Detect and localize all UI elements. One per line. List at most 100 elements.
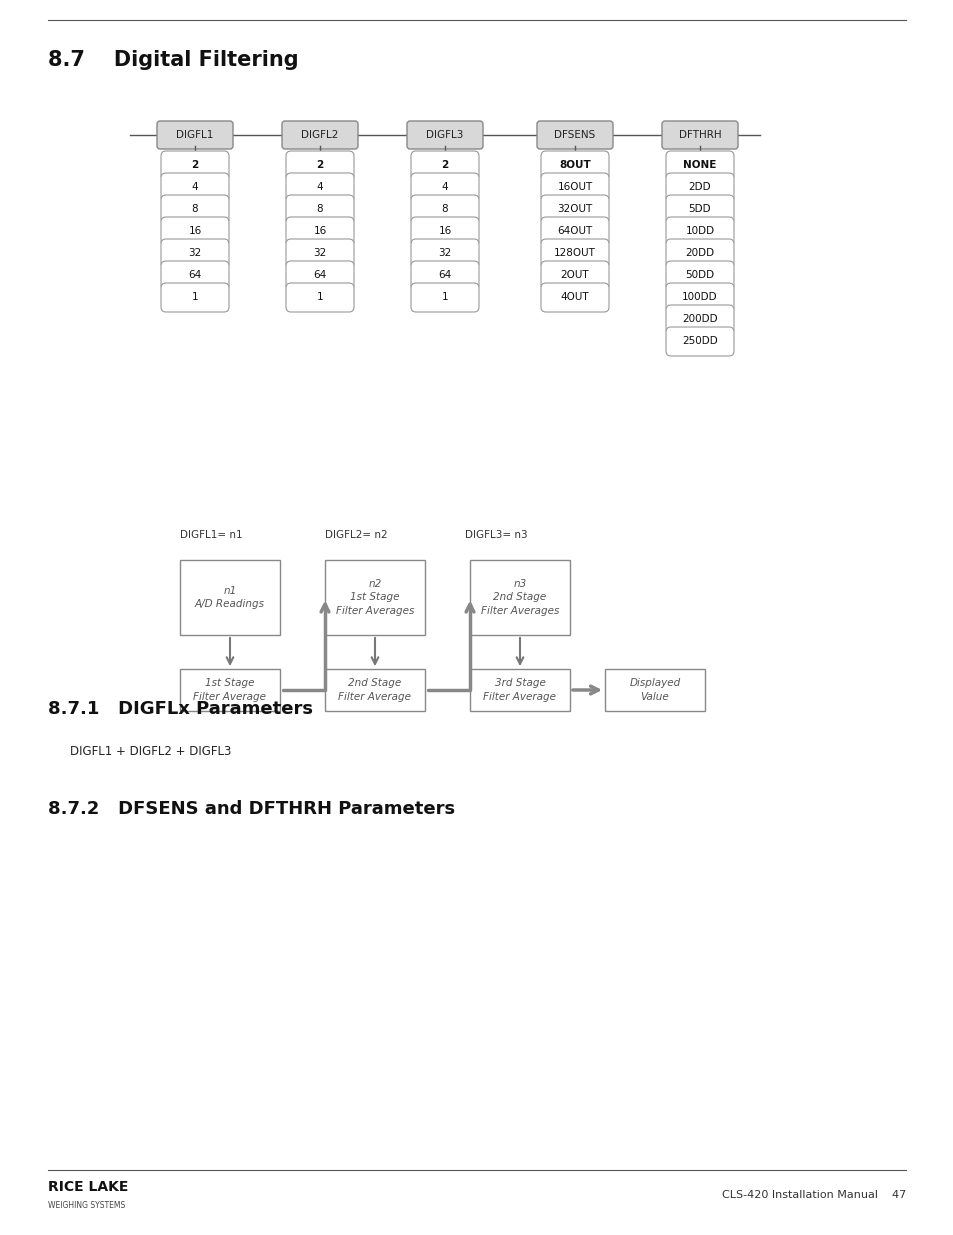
FancyBboxPatch shape: [540, 261, 608, 290]
Text: Displayed
Value: Displayed Value: [629, 678, 679, 701]
Text: 4: 4: [192, 183, 198, 193]
Text: 200DD: 200DD: [681, 315, 717, 325]
Text: NONE: NONE: [682, 161, 716, 170]
FancyBboxPatch shape: [540, 195, 608, 224]
FancyBboxPatch shape: [411, 195, 478, 224]
FancyBboxPatch shape: [537, 121, 613, 149]
Text: 128OUT: 128OUT: [554, 248, 596, 258]
Text: 32: 32: [313, 248, 326, 258]
Text: RICE LAKE: RICE LAKE: [48, 1179, 129, 1194]
Text: DIGFL1 + DIGFL2 + DIGFL3: DIGFL1 + DIGFL2 + DIGFL3: [70, 745, 232, 758]
FancyBboxPatch shape: [540, 283, 608, 312]
Bar: [180, 669, 280, 711]
Bar: [325, 669, 424, 711]
FancyBboxPatch shape: [665, 327, 733, 356]
Text: 8.7.1   DIGFLx Parameters: 8.7.1 DIGFLx Parameters: [48, 700, 313, 718]
Text: 1: 1: [441, 293, 448, 303]
FancyBboxPatch shape: [286, 240, 354, 268]
Text: 8: 8: [441, 205, 448, 215]
Text: 2: 2: [192, 161, 198, 170]
FancyBboxPatch shape: [411, 217, 478, 246]
FancyBboxPatch shape: [665, 283, 733, 312]
Bar: [180, 559, 280, 635]
FancyBboxPatch shape: [161, 195, 229, 224]
FancyBboxPatch shape: [665, 151, 733, 180]
FancyBboxPatch shape: [665, 261, 733, 290]
Text: DIGFL1= n1: DIGFL1= n1: [180, 530, 242, 540]
Text: 20DD: 20DD: [684, 248, 714, 258]
Text: 1: 1: [192, 293, 198, 303]
Text: WEIGHING SYSTEMS: WEIGHING SYSTEMS: [48, 1200, 125, 1209]
FancyBboxPatch shape: [540, 173, 608, 203]
Text: 16: 16: [313, 226, 326, 236]
FancyBboxPatch shape: [286, 283, 354, 312]
Text: 64OUT: 64OUT: [557, 226, 592, 236]
Text: 16: 16: [438, 226, 451, 236]
FancyBboxPatch shape: [540, 151, 608, 180]
Text: 250DD: 250DD: [681, 336, 717, 347]
Text: DIGFL2= n2: DIGFL2= n2: [325, 530, 387, 540]
Text: 4OUT: 4OUT: [560, 293, 589, 303]
FancyBboxPatch shape: [286, 261, 354, 290]
Text: 4: 4: [441, 183, 448, 193]
Text: 32OUT: 32OUT: [557, 205, 592, 215]
FancyBboxPatch shape: [161, 240, 229, 268]
Text: 16: 16: [188, 226, 201, 236]
Text: 3rd Stage
Filter Average: 3rd Stage Filter Average: [483, 678, 556, 701]
Bar: [604, 669, 704, 711]
FancyBboxPatch shape: [407, 121, 482, 149]
Text: 5DD: 5DD: [688, 205, 711, 215]
FancyBboxPatch shape: [286, 195, 354, 224]
Text: DIGFL2: DIGFL2: [301, 130, 338, 140]
Text: 100DD: 100DD: [681, 293, 717, 303]
Text: n3
2nd Stage
Filter Averages: n3 2nd Stage Filter Averages: [480, 579, 558, 616]
Text: 8OUT: 8OUT: [558, 161, 590, 170]
Text: DFTHRH: DFTHRH: [678, 130, 720, 140]
Text: 2DD: 2DD: [688, 183, 711, 193]
FancyBboxPatch shape: [161, 261, 229, 290]
Text: 64: 64: [188, 270, 201, 280]
FancyBboxPatch shape: [665, 173, 733, 203]
Text: 2OUT: 2OUT: [560, 270, 589, 280]
Text: 2nd Stage
Filter Average: 2nd Stage Filter Average: [338, 678, 411, 701]
FancyBboxPatch shape: [286, 151, 354, 180]
FancyBboxPatch shape: [665, 217, 733, 246]
Text: 64: 64: [313, 270, 326, 280]
FancyBboxPatch shape: [161, 217, 229, 246]
Text: 4: 4: [316, 183, 323, 193]
Text: CLS-420 Installation Manual    47: CLS-420 Installation Manual 47: [721, 1191, 905, 1200]
Text: n2
1st Stage
Filter Averages: n2 1st Stage Filter Averages: [335, 579, 414, 616]
FancyBboxPatch shape: [286, 173, 354, 203]
FancyBboxPatch shape: [411, 240, 478, 268]
Text: 10DD: 10DD: [684, 226, 714, 236]
Bar: [470, 669, 569, 711]
Bar: [325, 559, 424, 635]
FancyBboxPatch shape: [411, 261, 478, 290]
Text: 8: 8: [192, 205, 198, 215]
Text: 8.7    Digital Filtering: 8.7 Digital Filtering: [48, 49, 298, 70]
Text: 16OUT: 16OUT: [557, 183, 592, 193]
FancyBboxPatch shape: [161, 283, 229, 312]
Text: DIGFL3: DIGFL3: [426, 130, 463, 140]
FancyBboxPatch shape: [665, 240, 733, 268]
Text: 2: 2: [441, 161, 448, 170]
FancyBboxPatch shape: [665, 195, 733, 224]
Text: DFSENS: DFSENS: [554, 130, 595, 140]
Text: DIGFL1: DIGFL1: [176, 130, 213, 140]
Text: 50DD: 50DD: [684, 270, 714, 280]
Bar: [470, 559, 569, 635]
FancyBboxPatch shape: [665, 305, 733, 333]
Text: 1st Stage
Filter Average: 1st Stage Filter Average: [193, 678, 266, 701]
FancyBboxPatch shape: [161, 151, 229, 180]
Text: 2: 2: [316, 161, 323, 170]
FancyBboxPatch shape: [157, 121, 233, 149]
Text: 1: 1: [316, 293, 323, 303]
Text: 64: 64: [438, 270, 451, 280]
Text: 32: 32: [438, 248, 451, 258]
FancyBboxPatch shape: [286, 217, 354, 246]
FancyBboxPatch shape: [540, 240, 608, 268]
Text: 8: 8: [316, 205, 323, 215]
FancyBboxPatch shape: [540, 217, 608, 246]
Text: 32: 32: [188, 248, 201, 258]
FancyBboxPatch shape: [661, 121, 738, 149]
